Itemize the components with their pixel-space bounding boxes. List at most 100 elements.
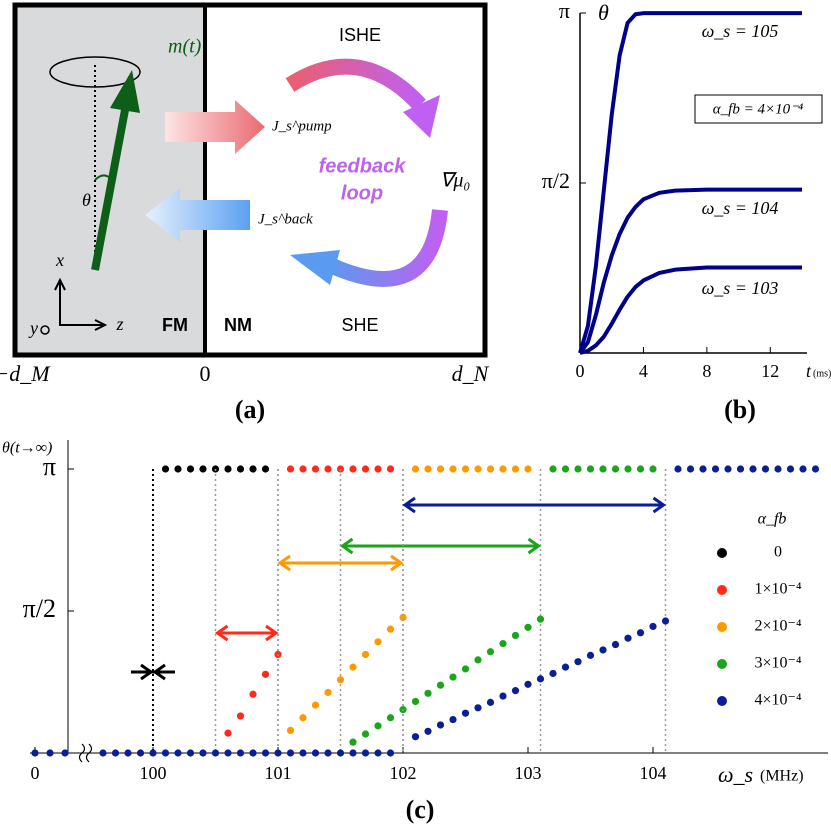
nm-label: NM <box>224 315 252 335</box>
y-tick-label: π/2 <box>23 594 56 623</box>
point <box>636 465 645 473</box>
point <box>749 465 757 473</box>
point <box>349 663 357 671</box>
point <box>449 673 457 681</box>
pump-label: J_s^pump <box>272 118 332 134</box>
point <box>361 749 370 757</box>
point <box>699 465 707 473</box>
point <box>424 689 432 697</box>
back-arrow <box>145 188 250 242</box>
point <box>324 749 332 757</box>
point <box>486 648 495 656</box>
point <box>711 465 720 473</box>
point <box>31 749 39 757</box>
point <box>686 465 695 473</box>
x-axis-unit: (ms) <box>813 368 831 379</box>
point <box>449 715 457 724</box>
point <box>461 709 470 717</box>
frame <box>12 2 488 358</box>
point <box>761 465 770 473</box>
x-label: x <box>55 250 64 270</box>
x-tick-label: 103 <box>515 763 542 783</box>
point <box>374 722 382 730</box>
legend-label: 4×10⁻⁴ <box>754 692 801 709</box>
point <box>461 465 470 473</box>
point <box>324 688 332 697</box>
y-tick-label: π/2 <box>542 168 570 193</box>
point <box>224 749 232 757</box>
point <box>436 681 445 689</box>
point <box>199 465 207 473</box>
point <box>349 749 357 757</box>
interval-arrow <box>402 496 667 514</box>
x-axis-label: ω_s <box>718 762 753 787</box>
point <box>261 749 270 757</box>
x-axis-label: t <box>806 361 812 381</box>
point <box>461 665 470 673</box>
point <box>124 749 132 757</box>
point <box>536 675 545 683</box>
y-label: y <box>28 318 38 338</box>
point <box>549 669 557 678</box>
point <box>174 465 182 473</box>
point <box>386 714 395 722</box>
loop-label: loop <box>341 182 383 204</box>
ishe-head <box>403 95 440 138</box>
point <box>436 465 445 473</box>
y-tick-label: π <box>43 452 56 481</box>
point <box>499 692 507 700</box>
point <box>599 465 607 473</box>
point <box>511 631 520 640</box>
point <box>511 465 520 473</box>
fm-label: FM <box>162 315 188 335</box>
interval-arrow <box>277 554 404 572</box>
point <box>524 465 532 473</box>
caption: (b) <box>724 395 756 424</box>
point <box>361 730 370 738</box>
legend-label: 2×10⁻⁴ <box>754 618 801 635</box>
point <box>286 726 295 735</box>
point <box>299 465 307 473</box>
point <box>386 625 395 633</box>
y-dot <box>40 325 50 335</box>
point <box>574 465 582 473</box>
point <box>374 465 382 473</box>
point <box>474 465 482 473</box>
x-axis-unit: (MHz) <box>760 768 804 785</box>
point <box>349 738 357 746</box>
x-tick-label: 8 <box>702 361 711 381</box>
point <box>661 617 670 625</box>
point <box>186 465 195 473</box>
point <box>186 749 195 757</box>
point <box>486 698 495 706</box>
x-tick-label: 12 <box>761 361 779 381</box>
point <box>224 729 232 737</box>
point <box>161 465 170 473</box>
point <box>386 465 395 473</box>
point <box>799 465 807 473</box>
point <box>411 697 420 706</box>
legend-marker <box>717 659 727 669</box>
point <box>361 650 370 659</box>
point <box>261 670 270 678</box>
point <box>274 749 282 757</box>
point <box>136 749 145 757</box>
point <box>299 749 307 757</box>
point <box>311 749 320 757</box>
point <box>674 465 682 473</box>
point <box>199 749 207 757</box>
interval-arrow <box>131 663 175 681</box>
point <box>411 733 420 741</box>
she-head <box>290 250 340 285</box>
point <box>424 465 432 473</box>
point <box>399 613 407 622</box>
axis-break <box>78 743 93 763</box>
point <box>649 465 657 473</box>
legend-label: 0 <box>774 544 782 561</box>
point <box>236 465 245 473</box>
legend-marker <box>717 548 727 558</box>
legend-label: 3×10⁻⁴ <box>754 655 801 672</box>
point <box>586 651 595 659</box>
point <box>249 465 257 473</box>
